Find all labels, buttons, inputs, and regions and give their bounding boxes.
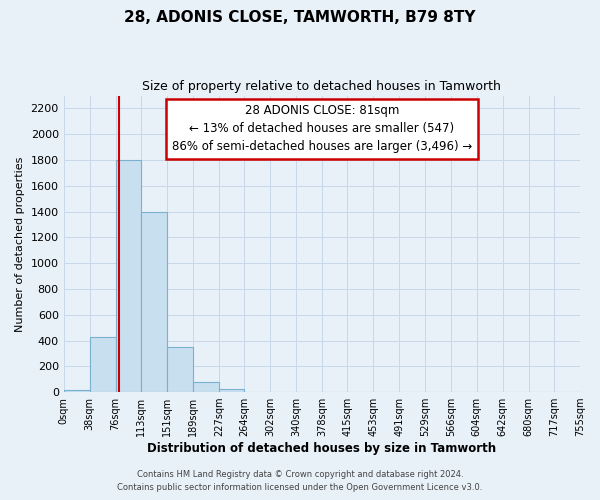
Bar: [141, 212, 167, 392]
Text: Contains HM Land Registry data © Crown copyright and database right 2024.
Contai: Contains HM Land Registry data © Crown c…: [118, 470, 482, 492]
Bar: [193, 382, 219, 392]
Bar: [89, 336, 116, 392]
Bar: [167, 347, 193, 392]
Title: Size of property relative to detached houses in Tamworth: Size of property relative to detached ho…: [142, 80, 501, 93]
Text: 28, ADONIS CLOSE, TAMWORTH, B79 8TY: 28, ADONIS CLOSE, TAMWORTH, B79 8TY: [124, 10, 476, 25]
Bar: [64, 390, 89, 392]
X-axis label: Distribution of detached houses by size in Tamworth: Distribution of detached houses by size …: [147, 442, 496, 455]
Bar: [116, 160, 141, 392]
Bar: [219, 389, 244, 392]
Text: 28 ADONIS CLOSE: 81sqm
← 13% of detached houses are smaller (547)
86% of semi-de: 28 ADONIS CLOSE: 81sqm ← 13% of detached…: [172, 104, 472, 154]
Y-axis label: Number of detached properties: Number of detached properties: [15, 156, 25, 332]
